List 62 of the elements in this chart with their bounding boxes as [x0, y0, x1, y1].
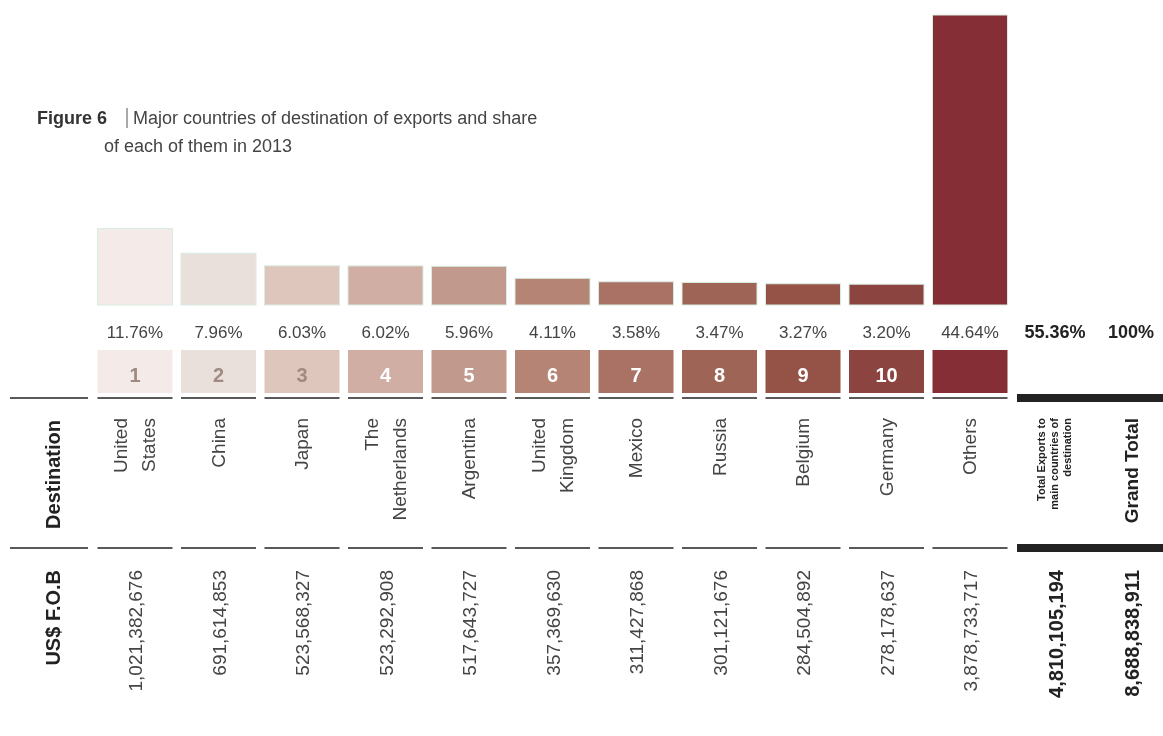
x-tick-label: Japan	[291, 418, 312, 470]
x-tick-label: United States	[110, 418, 159, 473]
text: 691,614,853	[208, 570, 230, 676]
x-tick-label: Others	[959, 418, 980, 476]
bar	[264, 265, 340, 306]
x-tick-label: United Kingdom	[527, 418, 577, 493]
text: 10	[875, 364, 898, 386]
x-tick-label: Mexico	[625, 418, 646, 479]
data-label: 7.96%	[194, 323, 243, 342]
text: 301,121,676	[709, 570, 731, 676]
data-label: 3.27%	[778, 323, 828, 342]
x-tick-label: Germany	[875, 417, 897, 497]
data-label: 3.20%	[862, 323, 911, 342]
bar	[97, 228, 173, 306]
bar	[765, 283, 841, 306]
text: 311,427,868	[626, 570, 647, 675]
data-label: 44.64%	[941, 323, 999, 342]
text: 284,504,892	[793, 570, 814, 676]
bar	[347, 265, 424, 306]
data-label: 11.76%	[106, 323, 164, 342]
bar	[514, 277, 591, 306]
text: 9	[797, 364, 809, 386]
bar	[681, 281, 758, 306]
text: 7	[630, 364, 642, 386]
data-label: 6.02%	[361, 323, 410, 342]
text: 278,178,637	[876, 570, 898, 676]
text: Total Exports to main countries of destination	[1035, 417, 1073, 510]
x-tick-label: The Netherlands	[360, 418, 410, 521]
text: 55.36%	[1024, 322, 1086, 342]
x-tick-label: China	[207, 417, 229, 468]
text: 3,878,733,717	[960, 570, 981, 692]
text: 517,643,727	[459, 570, 480, 676]
text: 1,021,382,676	[125, 570, 146, 692]
x-tick-label: Argentina	[458, 417, 479, 500]
x-tick-label: Russia	[708, 417, 730, 477]
text: US$ F.O.B	[42, 570, 64, 666]
bar	[932, 14, 1008, 306]
bar	[848, 283, 925, 306]
text: 8,688,838,911	[1121, 570, 1143, 697]
text: 357,369,630	[542, 570, 564, 676]
text: 4,810,105,194	[1045, 569, 1067, 698]
data-label: 3.58%	[611, 323, 661, 342]
data-label: 6.03%	[277, 323, 327, 342]
bar	[431, 265, 507, 306]
text: 4	[379, 364, 392, 386]
text: 1	[129, 364, 141, 386]
bar	[598, 281, 674, 306]
data-label: 3.47%	[695, 323, 744, 342]
text: 523,568,327	[292, 570, 313, 676]
text: 3	[296, 364, 308, 386]
text: 8	[713, 364, 726, 386]
text: 2	[212, 364, 225, 386]
text: Grand Total	[1121, 418, 1142, 524]
data-label: 4.11%	[529, 323, 576, 342]
text: 100%	[1107, 322, 1155, 342]
x-tick-label: Belgium	[792, 418, 813, 487]
text: Destination	[42, 420, 64, 529]
text: 523,292,908	[375, 570, 397, 676]
text: 5	[463, 364, 475, 386]
text: 6	[546, 364, 559, 386]
bar	[180, 252, 257, 306]
data-label: 5.96%	[444, 323, 494, 342]
